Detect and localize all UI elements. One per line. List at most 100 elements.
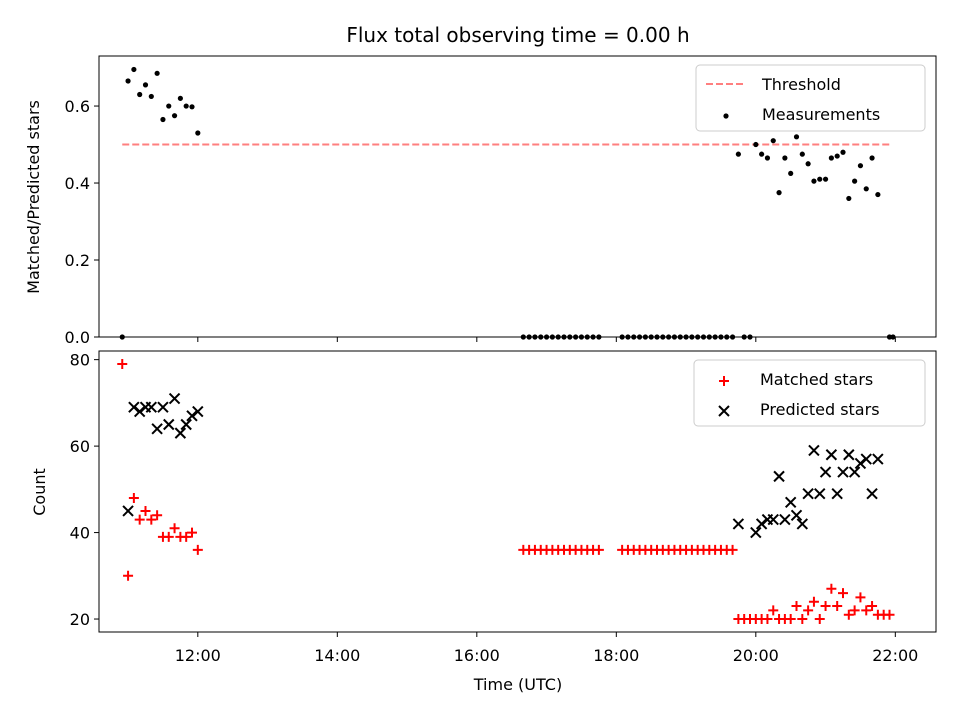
matched-stars-point <box>163 531 174 542</box>
predicted-stars-point <box>168 392 181 405</box>
predicted-stars-point <box>843 449 855 461</box>
matched-stars-point <box>768 605 779 616</box>
matched-stars-point <box>884 609 895 620</box>
matched-stars-point <box>797 614 808 625</box>
measurements-point <box>863 186 869 192</box>
measurements-point <box>171 113 178 119</box>
predicted-stars-legend-label: Predicted stars <box>760 400 880 419</box>
matched-stars-point <box>762 614 773 625</box>
count-legend-frame <box>693 359 926 427</box>
measurements-point <box>788 170 794 177</box>
matched-stars-point <box>134 514 145 525</box>
predicted-stars-point <box>848 466 861 478</box>
chart-title: Flux total observing time = 0.00 h <box>346 23 689 47</box>
measurements-point <box>857 163 864 169</box>
measurements-point <box>735 151 741 157</box>
predicted-stars-point <box>157 401 169 413</box>
matched-stars-point <box>791 601 802 612</box>
matched-stars-point <box>192 544 203 555</box>
measurements-point <box>183 103 189 109</box>
measurements-point <box>834 153 840 159</box>
count-y-axis-label: Count <box>30 468 49 516</box>
measurements-point <box>805 161 811 167</box>
measurements-point <box>189 104 195 110</box>
predicted-stars-point <box>145 401 158 413</box>
predicted-stars-point <box>180 418 192 431</box>
measurements-point <box>770 138 776 144</box>
matched-stars-point <box>814 614 825 625</box>
predicted-stars-point <box>831 487 843 500</box>
matched-stars-point <box>727 544 738 555</box>
measurements-point <box>131 66 137 73</box>
matched-stars-point <box>861 605 872 616</box>
measurements-point <box>822 176 829 182</box>
measurements-point <box>759 151 765 157</box>
predicted-stars-point <box>755 518 768 530</box>
measurements-point <box>869 155 875 161</box>
predicted-stars-point <box>122 505 134 517</box>
measurements-point <box>160 116 166 123</box>
matched-stars-point <box>820 601 831 612</box>
ratio-axes-frame <box>98 55 937 338</box>
x-tick-label: 18:00 <box>593 646 639 665</box>
matched-stars-point <box>838 588 848 599</box>
x-tick-label: 12:00 <box>175 646 221 665</box>
predicted-stars-point <box>767 513 779 526</box>
matched-stars-point <box>146 514 157 525</box>
ratio-y-tick-label: 0.2 <box>65 251 90 270</box>
threshold-legend-label: Threshold <box>761 75 841 94</box>
matched-stars-point <box>140 505 151 516</box>
predicted-stars-point <box>174 427 187 439</box>
x-tick-label: 22:00 <box>872 646 918 665</box>
matched-stars-point <box>187 527 197 538</box>
count-y-tick-label: 60 <box>70 437 90 456</box>
count-axes-frame <box>98 350 937 633</box>
predicted-stars-point <box>819 466 832 478</box>
predicted-stars-point <box>872 453 884 465</box>
ratio-y-tick-label: 0.6 <box>65 97 90 116</box>
measurements-point <box>753 141 759 148</box>
matched-stars-point <box>169 523 180 534</box>
predicted-stars-legend-swatch <box>718 405 730 417</box>
measurements-point <box>793 134 800 140</box>
matched-stars-point <box>843 609 854 620</box>
matched-stars-point <box>826 583 837 594</box>
measurements-point <box>776 190 782 196</box>
measurements-point <box>142 82 149 88</box>
measurements-point <box>799 151 805 157</box>
ratio-y-ticks: 0.0 0.2 0.4 0.6 <box>65 97 99 347</box>
predicted-stars-point <box>192 405 204 418</box>
predicted-stars-point <box>802 487 814 500</box>
count-x-ticks: 12:00 14:00 16:00 18:00 20:00 22:00 <box>175 632 918 665</box>
ratio-legend: Threshold Measurements <box>695 64 926 132</box>
matched-stars-point <box>849 605 860 616</box>
count-marks <box>117 358 895 625</box>
measurements-point <box>166 103 172 109</box>
predicted-stars-point <box>128 401 140 413</box>
matched-stars-point <box>803 605 814 616</box>
measurements-point <box>782 155 788 161</box>
count-y-tick-label: 20 <box>70 610 90 629</box>
matched-stars-legend-swatch <box>719 376 729 386</box>
measurements-point <box>811 178 817 184</box>
predicted-stars-point <box>825 449 838 461</box>
predicted-stars-point <box>837 466 849 478</box>
measurements-point <box>817 176 823 182</box>
count-legend: Matched stars Predicted stars <box>693 359 926 427</box>
measurements-point <box>195 130 201 136</box>
predicted-stars-point <box>860 453 872 465</box>
x-tick-label: 16:00 <box>454 646 500 665</box>
matched-stars-point <box>832 601 843 612</box>
ratio-x-ticks <box>197 337 896 342</box>
predicted-stars-point <box>163 418 175 431</box>
matched-stars-point <box>867 601 878 612</box>
x-axis-label: Time (UTC) <box>473 675 562 694</box>
predicted-stars-point <box>750 526 762 539</box>
ratio-y-axis-label: Matched/Predicted stars <box>24 100 43 294</box>
count-y-tick-label: 40 <box>70 524 90 543</box>
predicted-stars-point <box>784 496 797 509</box>
measurements-legend-label: Measurements <box>762 105 880 124</box>
measurements-point <box>875 191 881 198</box>
